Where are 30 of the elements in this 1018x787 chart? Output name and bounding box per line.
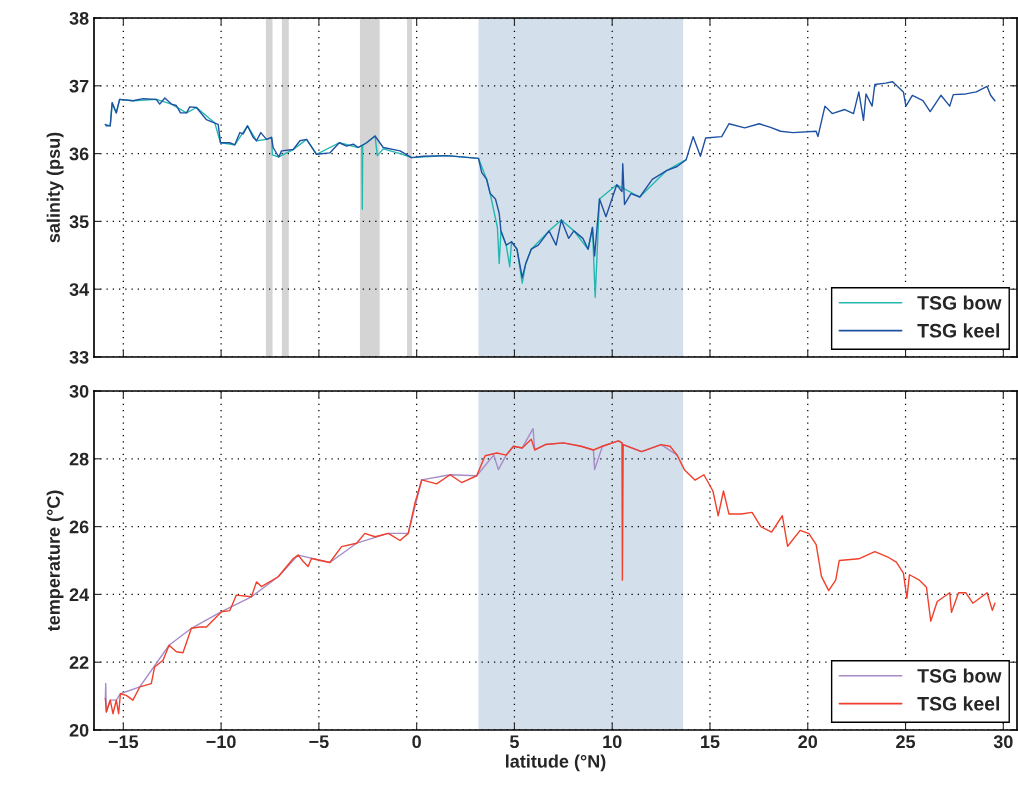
legend-label: TSG bow [917,668,1002,683]
y-tick-label: 37 [69,79,89,93]
y-axis-title: temperature (°C) [46,490,64,632]
y-tick-label: 33 [69,350,89,364]
x-tick-label: 5 [509,735,519,749]
y-tick-label: 36 [69,147,89,161]
y-tick-label: 34 [69,283,90,296]
x-tick-label: 0 [412,735,421,749]
x-tick-label: 10 [603,735,622,749]
y-tick-label: 30 [69,384,89,398]
x-tick-label: 25 [896,735,916,749]
legend-label: TSG keel [917,696,1000,711]
line-series [104,81,996,279]
y-tick-label: 35 [69,215,89,229]
y-tick-label: 26 [69,520,89,534]
x-tick-label: 30 [993,735,1013,749]
x-axis-title: latitude (°N) [506,754,606,772]
x-tick-label: −15 [108,735,139,749]
y-tick-label: 22 [69,656,89,669]
y-axis-title: salinity (psu) [46,132,64,243]
y-tick-label: 38 [69,11,89,25]
x-tick-label: 20 [798,735,818,749]
legend-label: TSG bow [917,295,1002,310]
legend-label: TSG keel [917,323,1000,338]
x-tick-label: −10 [206,735,236,749]
y-tick-label: 28 [69,452,89,466]
x-tick-label: 15 [701,735,720,749]
x-tick-label: −5 [309,735,329,749]
y-tick-label: 24 [69,588,90,601]
y-tick-label: 20 [69,723,89,737]
